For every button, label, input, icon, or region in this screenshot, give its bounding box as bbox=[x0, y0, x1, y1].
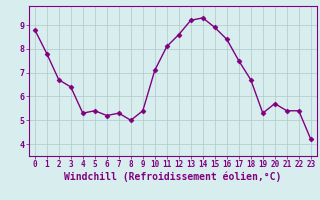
X-axis label: Windchill (Refroidissement éolien,°C): Windchill (Refroidissement éolien,°C) bbox=[64, 172, 282, 182]
